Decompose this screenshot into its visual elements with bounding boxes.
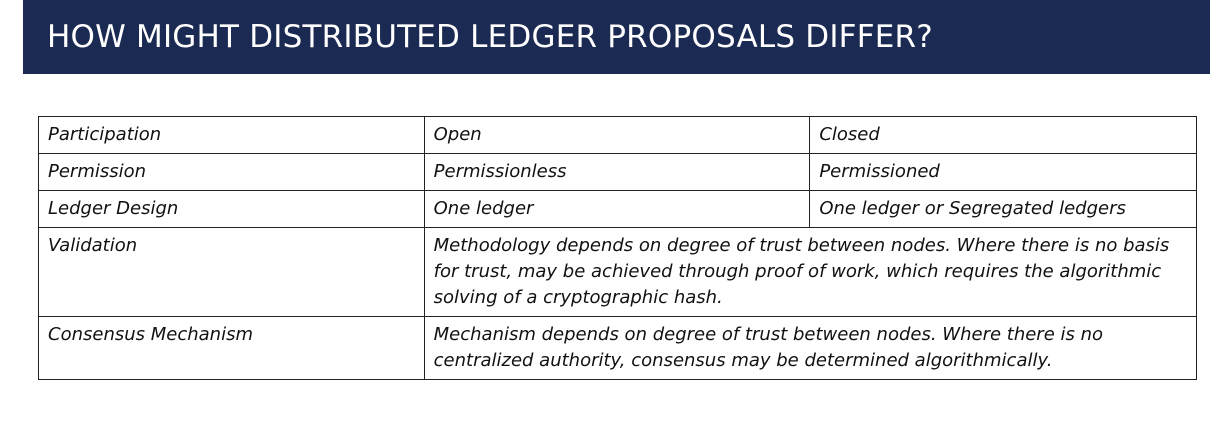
page-title: HOW MIGHT DISTRIBUTED LEDGER PROPOSALS D… [47, 19, 933, 55]
table-cell: Closed [809, 116, 1197, 154]
table-cell: Permissioned [809, 153, 1197, 191]
row-label-cell: Ledger Design [38, 190, 425, 228]
row-label-cell: Permission [38, 153, 425, 191]
row-label-cell: Validation [38, 227, 425, 317]
table-row-ledger-design: Ledger Design One ledger One ledger or S… [38, 190, 1197, 228]
table-cell: One ledger or Segregated ledgers [809, 190, 1197, 228]
table-row-consensus-mechanism: Consensus Mechanism Mechanism depends on… [38, 316, 1198, 380]
table-cell: Permissionless [423, 153, 811, 191]
comparison-table: Participation Open Closed Permission Per… [38, 116, 1198, 380]
title-bar: HOW MIGHT DISTRIBUTED LEDGER PROPOSALS D… [23, 0, 1210, 74]
table-cell: One ledger [423, 190, 811, 228]
table-row-validation: Validation Methodology depends on degree… [38, 227, 1198, 317]
table-row-participation: Participation Open Closed [38, 116, 1197, 154]
table-cell: Open [423, 116, 811, 154]
table-row-permission: Permission Permissionless Permissioned [38, 153, 1197, 191]
merged-description-cell: Methodology depends on degree of trust b… [423, 227, 1198, 317]
merged-description-cell: Mechanism depends on degree of trust bet… [423, 316, 1198, 380]
row-label-cell: Participation [38, 116, 425, 154]
row-label-cell: Consensus Mechanism [38, 316, 425, 380]
